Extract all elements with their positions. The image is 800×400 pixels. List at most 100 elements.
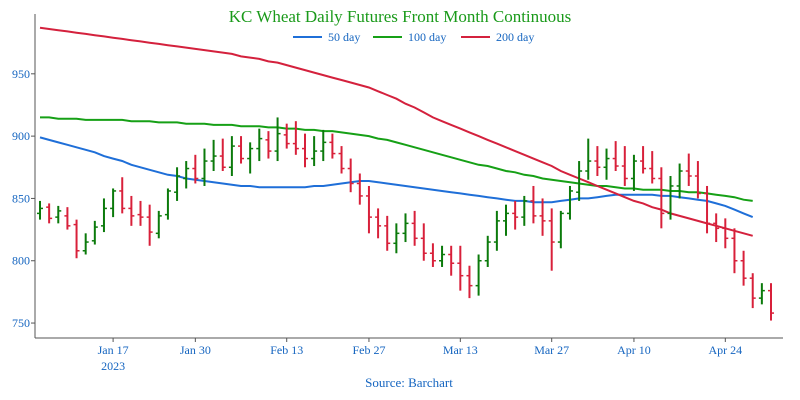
ohlc-bar [484, 235, 491, 267]
ohlc-bar [311, 136, 318, 167]
x-tick-label: Apr 24 [708, 343, 742, 357]
ohlc-bar [603, 148, 610, 180]
x-tick-label: Mar 13 [443, 343, 478, 357]
ohlc-bar [576, 161, 583, 201]
ohlc-bar [46, 203, 53, 224]
ohlc-bar [466, 265, 473, 299]
ohlc-bar [274, 117, 281, 162]
ohlc-bar [475, 254, 482, 296]
ohlc-bar [164, 188, 171, 220]
ohlc-bar [91, 220, 98, 245]
ohlc-bar [283, 123, 290, 149]
ohlc-bar [37, 200, 43, 220]
legend-entry-100-day: 100 day [373, 30, 446, 44]
x-tick-sublabel: 2023 [101, 359, 125, 373]
ohlc-bar [685, 153, 692, 186]
ohlc-bar [347, 158, 354, 193]
ohlc-bar [210, 139, 217, 172]
ohlc-bar [192, 154, 199, 184]
ohlc-bar [265, 131, 272, 159]
ohlc-bar [174, 167, 181, 201]
x-tick-label: Jan 17 [98, 343, 129, 357]
ohlc-bar [365, 185, 372, 234]
ohlc-bar [338, 146, 345, 174]
y-tick-label: 950 [12, 67, 30, 81]
ohlc-bar [731, 228, 738, 274]
ohlc-bar [329, 133, 336, 159]
x-tick-label: Jan 30 [180, 343, 211, 357]
ohlc-bar [694, 161, 701, 199]
ohlc-bar [292, 121, 299, 155]
ohlc-bar [393, 223, 400, 254]
ohlc-bar [320, 129, 327, 162]
ohlc-bar [521, 195, 528, 226]
legend-label-100-day: 100 day [408, 30, 446, 44]
ohlc-bar [247, 142, 254, 174]
ohlc-bar [228, 136, 235, 176]
ohlc-bar [256, 128, 263, 162]
ohlc-bar [749, 273, 756, 309]
ohlc-bar [119, 177, 126, 214]
chart-title: KC Wheat Daily Futures Front Month Conti… [229, 7, 572, 26]
ohlc-bar [667, 176, 674, 220]
moving-average-lines [39, 26, 754, 237]
ohlc-bar [64, 207, 71, 230]
ohlc-bar [420, 223, 427, 261]
ohlc-bar [512, 200, 519, 230]
y-tick-label: 850 [12, 191, 30, 205]
ohlc-bar [201, 148, 208, 186]
ohlc-bar [155, 210, 162, 239]
ohlc-bar [183, 161, 190, 189]
legend-label-50-day: 50 day [328, 30, 360, 44]
ohlc-bar [503, 204, 510, 236]
ohlc-bar [301, 133, 308, 168]
x-tick-label: Feb 13 [270, 343, 303, 357]
ohlc-bar [146, 204, 153, 246]
y-tick-label: 900 [12, 129, 30, 143]
ohlc-bar [676, 163, 683, 199]
ohlc-bar [100, 198, 107, 233]
ohlc-bar [375, 208, 382, 239]
ohlc-bar [457, 245, 464, 291]
ohlc-bar [128, 195, 135, 226]
ohlc-bar [704, 185, 711, 234]
ohlc-bar [110, 188, 117, 218]
ohlc-bar [594, 146, 601, 176]
source-note: Source: Barchart [365, 375, 453, 390]
ohlc-bar [219, 138, 226, 172]
ohlc-bar [448, 245, 455, 276]
ohlc-bar [722, 218, 729, 249]
price-bars [37, 117, 774, 321]
ohlc-bar [768, 283, 774, 321]
legend-entry-200-day: 200 day [461, 30, 534, 44]
ohlc-bar [55, 205, 62, 224]
ohlc-bar [758, 283, 765, 305]
ohlc-bar [612, 141, 619, 172]
ohlc-bar [649, 151, 656, 184]
ohlc-bar [566, 185, 573, 220]
ohlc-bar [82, 233, 89, 255]
ohlc-bar [539, 198, 546, 236]
y-tick-label: 800 [12, 254, 30, 268]
x-tick-label: Apr 10 [617, 343, 651, 357]
ohlc-bar [740, 250, 747, 286]
ohlc-bar [548, 208, 555, 271]
ohlc-bar [429, 243, 436, 267]
ohlc-bar [713, 213, 720, 243]
ohlc-bar [640, 146, 647, 174]
ma-line-50-day [39, 136, 754, 219]
x-tick-label: Feb 27 [352, 343, 385, 357]
ma-line-200-day [39, 26, 753, 237]
legend-label-200-day: 200 day [496, 30, 534, 44]
ohlc-bar [384, 215, 391, 251]
ohlc-bar [356, 173, 363, 205]
ohlc-bar [73, 219, 80, 259]
legend-entry-50-day: 50 day [293, 30, 360, 44]
ma-line-100-day [40, 116, 753, 202]
ohlc-bar [402, 213, 409, 243]
ohlc-bar [238, 136, 245, 164]
ohlc-bar [411, 210, 418, 246]
ohlc-bar [658, 167, 665, 229]
legend: 50 day 100 day 200 day [293, 30, 534, 44]
